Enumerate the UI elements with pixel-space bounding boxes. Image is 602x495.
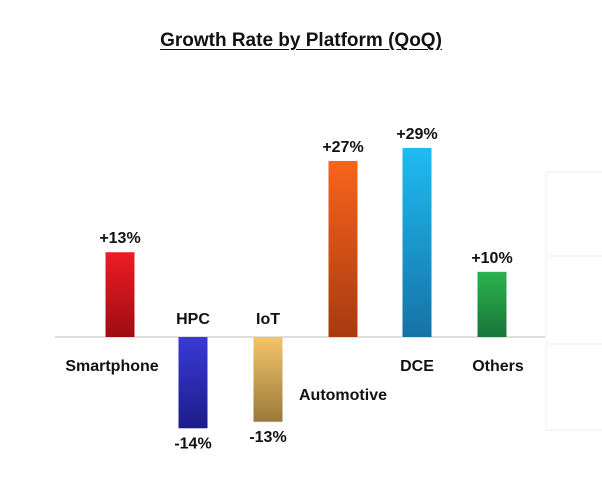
value-label-dce: +29% xyxy=(396,126,437,143)
bar-dce xyxy=(402,147,432,337)
value-label-others: +10% xyxy=(471,250,512,267)
labels-group: +13% Smartphone -14% HPC -13% IoT +27% Automoti… xyxy=(65,126,524,452)
category-label-hpc: HPC xyxy=(176,311,210,328)
value-label-smartphone: +13% xyxy=(99,230,140,247)
bars-group xyxy=(105,147,507,429)
category-label-iot: IoT xyxy=(256,311,280,328)
value-label-hpc: -14% xyxy=(174,435,211,452)
background-decor xyxy=(545,171,602,431)
bar-smartphone xyxy=(105,252,135,337)
category-label-dce: DCE xyxy=(400,358,434,375)
value-label-iot: -13% xyxy=(249,429,286,446)
category-label-others: Others xyxy=(472,358,524,375)
bar-iot xyxy=(253,337,283,422)
bar-automotive xyxy=(328,160,358,337)
value-label-automotive: +27% xyxy=(322,139,363,156)
bar-others xyxy=(477,271,507,337)
chart-title: Growth Rate by Platform (QoQ) xyxy=(160,30,442,51)
category-label-smartphone: Smartphone xyxy=(65,358,158,375)
bar-hpc xyxy=(178,337,208,429)
category-label-automotive: Automotive xyxy=(299,387,387,404)
